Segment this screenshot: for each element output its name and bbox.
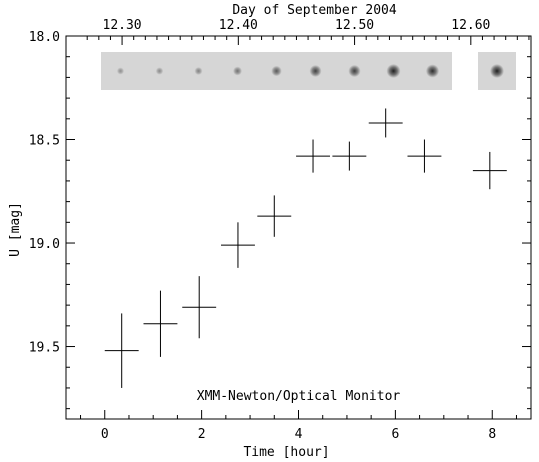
star-thumbnail xyxy=(155,67,164,75)
tick-labels: 0 2 4 6 8 12.30 12.40 12.50 12.60 18.0 18.5 19.0 19.… xyxy=(29,18,496,442)
top-tick-label: 12.60 xyxy=(451,18,490,33)
data-point xyxy=(104,313,139,388)
star-thumbnail xyxy=(425,64,440,78)
x-axis-title: Time [hour] xyxy=(243,445,329,460)
data-point xyxy=(407,139,442,173)
star-thumbnail xyxy=(309,65,322,77)
data-point xyxy=(221,222,255,268)
image-strip xyxy=(101,52,516,90)
x-tick-label: 4 xyxy=(295,427,303,442)
data-point xyxy=(257,195,292,237)
y-tick-label: 19.0 xyxy=(29,237,60,252)
tick-marks xyxy=(66,35,531,419)
plot-frame xyxy=(65,35,532,420)
data-point xyxy=(296,139,330,173)
top-tick-label: 12.30 xyxy=(103,18,142,33)
star-thumbnail xyxy=(386,64,401,78)
top-tick-label: 12.50 xyxy=(335,18,374,33)
top-tick-label: 12.40 xyxy=(219,18,258,33)
y-tick-label: 18.0 xyxy=(29,30,60,45)
star-thumbnail xyxy=(233,66,242,76)
x-tick-label: 0 xyxy=(101,427,109,442)
star-thumbnail xyxy=(348,64,361,78)
x-tick-label: 8 xyxy=(488,427,496,442)
star-thumbnail xyxy=(490,64,504,78)
x-tick-label: 2 xyxy=(198,427,206,442)
data-point xyxy=(182,276,217,339)
y-tick-label: 18.5 xyxy=(29,134,60,149)
star-thumbnail xyxy=(116,67,125,75)
data-point xyxy=(368,108,403,138)
plot-axes xyxy=(65,35,532,420)
y-tick-label: 19.5 xyxy=(29,341,60,356)
data-point xyxy=(472,151,507,190)
data-point xyxy=(332,141,367,171)
y-axis-title: U [mag] xyxy=(8,202,23,257)
star-thumbnail xyxy=(194,67,203,75)
data-point xyxy=(143,290,178,357)
data-points xyxy=(104,108,507,388)
x-tick-label: 6 xyxy=(391,427,399,442)
top-axis-title: Day of September 2004 xyxy=(232,3,397,18)
instrument-annotation: XMM-Newton/Optical Monitor xyxy=(197,389,401,404)
star-thumbnail xyxy=(271,65,282,77)
